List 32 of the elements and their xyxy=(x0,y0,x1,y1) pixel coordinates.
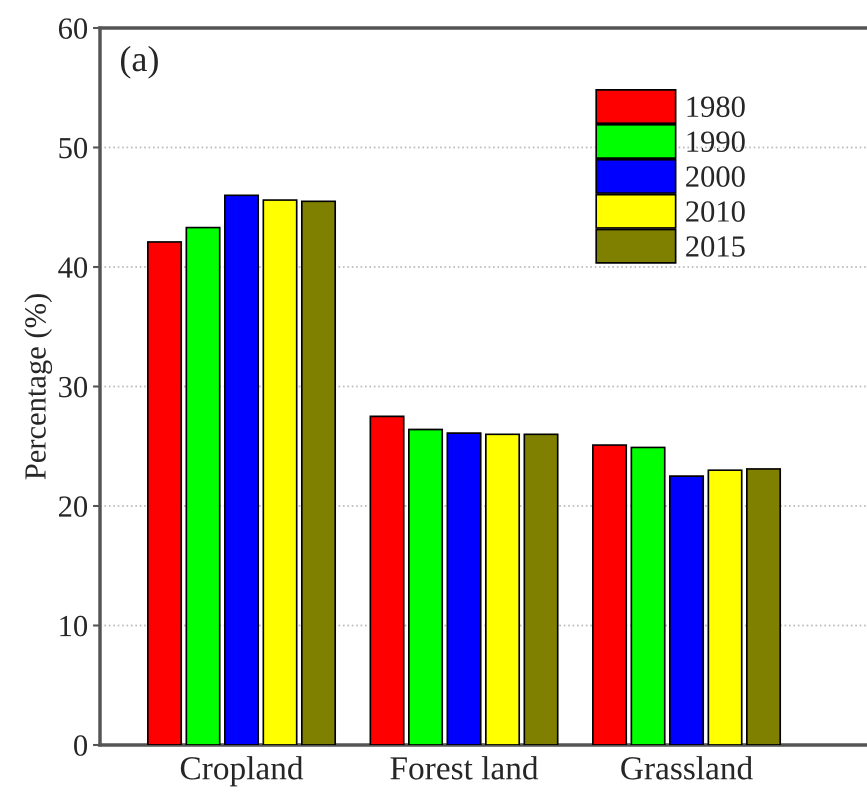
bar xyxy=(484,433,520,745)
y-tick-label: 30 xyxy=(59,376,88,398)
bar xyxy=(446,432,482,745)
bar xyxy=(523,433,559,745)
y-tick-label: 10 xyxy=(60,616,88,636)
legend-label: 1980 xyxy=(687,96,745,118)
bar xyxy=(669,475,704,745)
y-tick-label: 40 xyxy=(58,257,88,278)
bar xyxy=(592,444,628,745)
x-tick-label: Cropland xyxy=(180,756,304,786)
y-axis-title: Percentage (%) xyxy=(24,294,52,480)
bar xyxy=(262,199,298,745)
bar xyxy=(370,416,405,745)
y-tick-label: 0 xyxy=(74,735,88,756)
x-tick-label: Grassland xyxy=(621,756,753,780)
legend-label: 1990 xyxy=(687,131,745,152)
y-tick-label: 50 xyxy=(59,138,88,158)
legend-label: 2010 xyxy=(686,201,745,222)
bar xyxy=(147,241,182,745)
legend-label: 2015 xyxy=(686,236,745,257)
annotation: (a) xyxy=(120,46,158,79)
legend-label: 2000 xyxy=(686,166,745,187)
bar xyxy=(408,428,444,745)
bar xyxy=(708,469,743,745)
bar xyxy=(186,226,221,745)
bar xyxy=(746,468,782,745)
y-tick-label: 60 xyxy=(58,18,88,39)
bar xyxy=(630,446,666,745)
x-tick-label: Forest land xyxy=(390,756,538,780)
bar xyxy=(300,200,336,745)
bar xyxy=(224,194,260,745)
y-tick-label: 20 xyxy=(58,496,88,517)
